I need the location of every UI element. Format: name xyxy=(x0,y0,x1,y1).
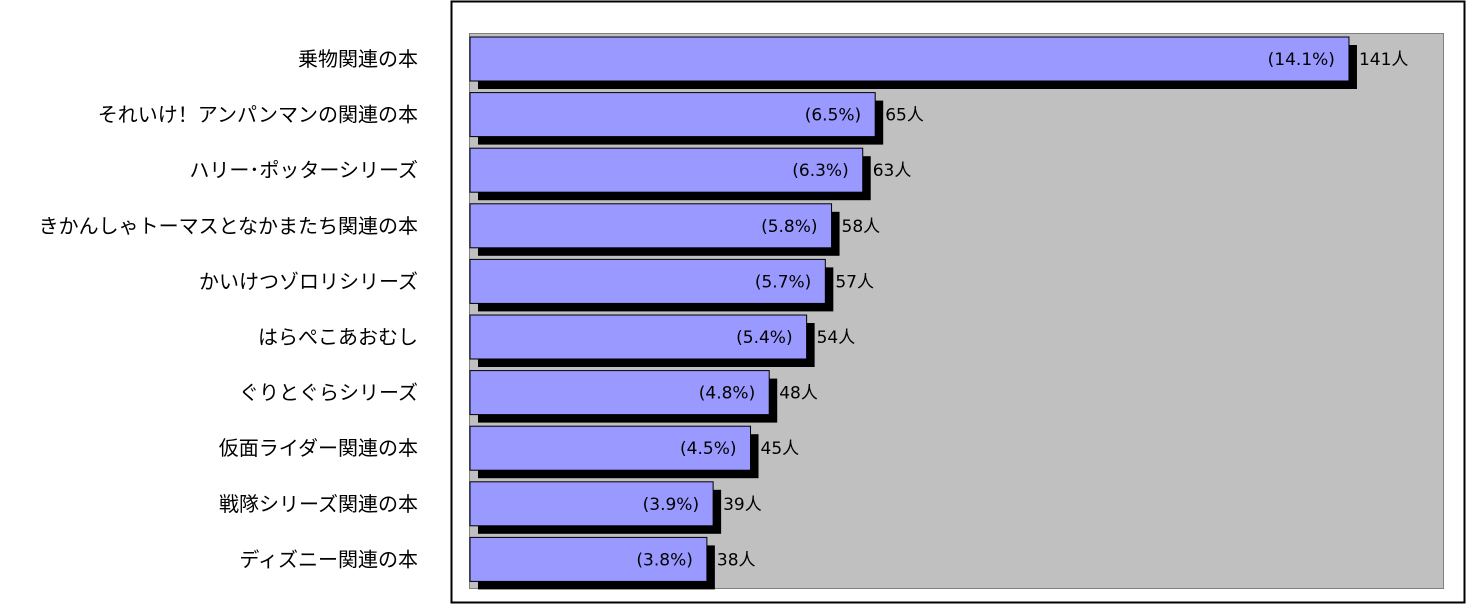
category-label: 乗物関連の本 xyxy=(298,47,418,71)
percent-label: (4.5%) xyxy=(680,439,736,459)
category-label: ディズニー関連の本 xyxy=(239,547,418,571)
percent-label: (14.1%) xyxy=(1268,50,1335,70)
category-label: 戦隊シリーズ関連の本 xyxy=(219,492,418,516)
value-label: 63人 xyxy=(873,161,912,181)
category-label: 仮面ライダー関連の本 xyxy=(219,436,418,460)
value-label: 45人 xyxy=(761,439,800,459)
bar xyxy=(469,258,826,304)
percent-label: (4.8%) xyxy=(699,384,755,404)
percent-label: (5.7%) xyxy=(755,272,811,292)
bar xyxy=(469,536,708,582)
value-label: 54人 xyxy=(817,328,856,348)
category-label: きかんしゃトーマスとなかまたち関連の本 xyxy=(39,214,418,238)
category-label: ぐりとぐらシリーズ xyxy=(239,381,418,405)
percent-label: (6.5%) xyxy=(805,106,861,126)
category-label: かいけつゾロリシリーズ xyxy=(199,269,418,293)
value-label: 57人 xyxy=(835,272,874,292)
percent-label: (6.3%) xyxy=(792,161,848,181)
value-label: 48人 xyxy=(779,384,818,404)
category-label: それいけ！アンパンマンの関連の本 xyxy=(98,103,418,127)
bar xyxy=(469,92,876,138)
category-label: ハリー･ポッターシリーズ xyxy=(189,158,418,182)
value-label: 65人 xyxy=(885,106,924,126)
bar xyxy=(469,425,752,471)
bar xyxy=(469,147,864,193)
value-label: 58人 xyxy=(842,217,881,237)
bar xyxy=(469,36,1350,82)
bar xyxy=(469,203,833,249)
category-label: はらぺこあおむし xyxy=(258,325,418,349)
percent-label: (3.9%) xyxy=(643,495,699,515)
value-label: 141人 xyxy=(1359,50,1408,70)
bar xyxy=(469,481,714,527)
value-label: 38人 xyxy=(717,550,756,570)
percent-label: (3.8%) xyxy=(636,550,692,570)
bar xyxy=(469,314,808,360)
percent-label: (5.4%) xyxy=(736,328,792,348)
value-label: 39人 xyxy=(723,495,762,515)
bar xyxy=(469,370,770,416)
percent-label: (5.8%) xyxy=(761,217,817,237)
